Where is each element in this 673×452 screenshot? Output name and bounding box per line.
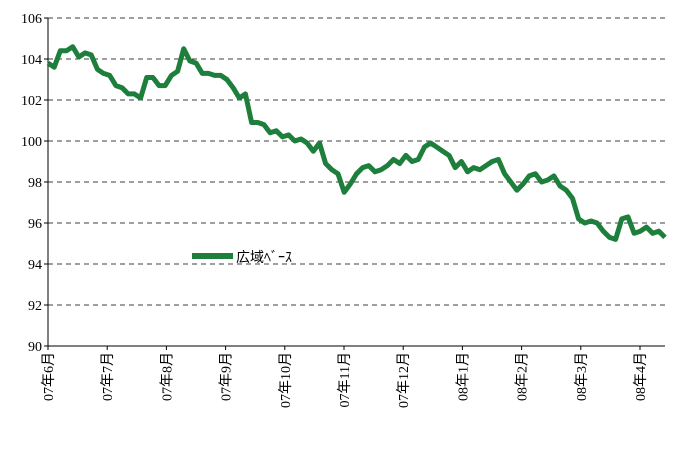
y-tick-label: 102 bbox=[21, 94, 42, 109]
y-tick-label: 94 bbox=[28, 258, 42, 273]
line-series bbox=[46, 44, 667, 242]
y-tick-label: 90 bbox=[28, 340, 42, 355]
x-tick-label: 08年2月 bbox=[515, 352, 531, 401]
x-tick-label: 08年3月 bbox=[574, 352, 590, 401]
x-tick-label: 08年1月 bbox=[455, 352, 471, 401]
y-tick-label: 92 bbox=[28, 299, 42, 314]
legend-label: 広域ﾍﾞｰｽ bbox=[236, 250, 292, 266]
x-tick-label: 07年9月 bbox=[219, 352, 235, 401]
y-tick-label: 96 bbox=[28, 217, 42, 232]
x-tick-label: 07年6月 bbox=[41, 352, 57, 401]
y-tick-label: 104 bbox=[21, 53, 42, 68]
x-tick-label: 07年8月 bbox=[159, 352, 175, 401]
x-tick-label: 07年12月 bbox=[396, 352, 412, 408]
y-tick-label: 98 bbox=[28, 176, 42, 191]
x-tick-label: 07年10月 bbox=[278, 352, 294, 408]
y-tick-label: 100 bbox=[21, 135, 42, 150]
x-tick-label: 07年7月 bbox=[100, 352, 116, 401]
y-tick-label: 106 bbox=[21, 12, 42, 27]
x-tick-label: 07年11月 bbox=[337, 352, 353, 407]
x-tick-label: 08年4月 bbox=[633, 352, 649, 401]
